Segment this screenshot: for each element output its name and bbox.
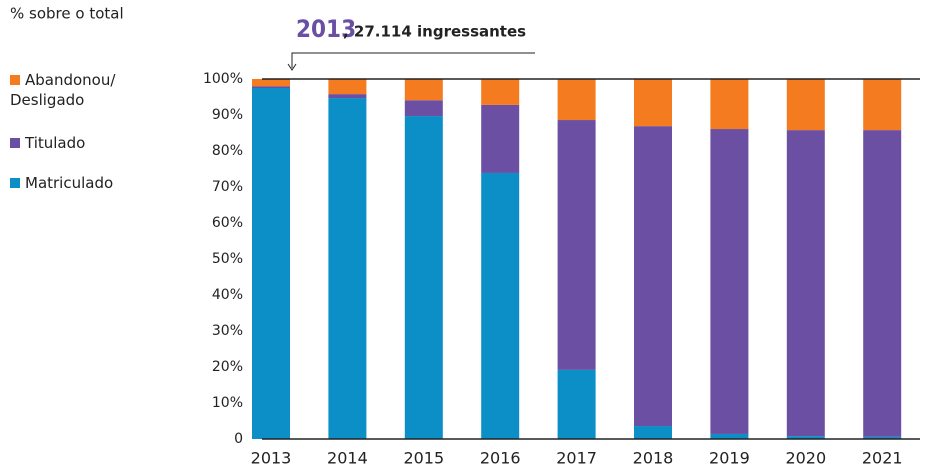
bar-segment (634, 126, 672, 427)
y-tick-label: 70% (212, 179, 243, 195)
y-tick-label: 90% (212, 107, 243, 123)
bar-segment (404, 116, 443, 439)
y-tick-label: 100% (203, 71, 243, 87)
bar-segment (252, 88, 290, 439)
bar-segment (481, 79, 520, 105)
bar-segment (786, 130, 825, 437)
bar-segment (710, 79, 749, 130)
legend-swatch (10, 75, 20, 85)
annotation-text: , 27.114 ingressantes (343, 23, 526, 41)
annotation-year: 2013 (296, 15, 356, 43)
legend-swatch (10, 138, 20, 148)
bar-segment (328, 94, 367, 99)
x-tick-label: 2019 (709, 449, 750, 466)
x-tick-label: 2016 (480, 449, 521, 466)
bar-segment (481, 104, 520, 173)
legend-label: Matriculado (25, 174, 114, 192)
bar-segment (863, 79, 902, 131)
x-tick-label: 2018 (633, 449, 674, 466)
x-tick-label: 2021 (862, 449, 903, 466)
y-tick-label: 40% (212, 287, 243, 303)
bar-segment (710, 129, 749, 434)
bar-segment (481, 172, 520, 439)
bar-segment (634, 79, 672, 127)
bar-segment (252, 79, 290, 87)
y-tick-label: 80% (212, 143, 243, 159)
x-tick-label: 2014 (327, 449, 368, 466)
legend-swatch (10, 178, 20, 188)
legend-label: Titulado (25, 134, 86, 152)
bar-segment (863, 130, 902, 437)
bar-segment (328, 98, 367, 439)
subtitle: % sobre o total (10, 5, 124, 23)
bar-segment (557, 120, 596, 370)
bar-segment (634, 426, 672, 439)
bar-segment (404, 79, 443, 101)
x-tick-label: 2013 (251, 449, 292, 466)
legend-item: Matriculado (10, 173, 130, 193)
y-tick-label: 20% (212, 359, 243, 375)
bar-segment (863, 436, 902, 439)
bar-segment (404, 100, 443, 117)
bar-segment (786, 436, 825, 439)
x-tick-label: 2015 (403, 449, 444, 466)
legend-label: Abandonou/ Desligado (10, 71, 116, 109)
y-tick-label: 10% (212, 395, 243, 411)
bar-segment (557, 369, 596, 439)
bar-segment (786, 79, 825, 131)
x-tick-label: 2017 (556, 449, 597, 466)
bar-segment (710, 433, 749, 439)
annotation-arrowhead (287, 63, 297, 71)
y-tick-label: 50% (212, 251, 243, 267)
bar-segment (252, 86, 290, 88)
y-tick-label: 0 (234, 431, 243, 447)
legend-item: Titulado (10, 133, 130, 153)
y-tick-label: 60% (212, 215, 243, 231)
bar-segment (557, 79, 596, 121)
y-tick-label: 30% (212, 323, 243, 339)
annotation-arrow (291, 52, 535, 68)
bar-segment (328, 79, 367, 95)
legend-item: Abandonou/ Desligado (10, 70, 130, 110)
x-tick-label: 2020 (785, 449, 826, 466)
